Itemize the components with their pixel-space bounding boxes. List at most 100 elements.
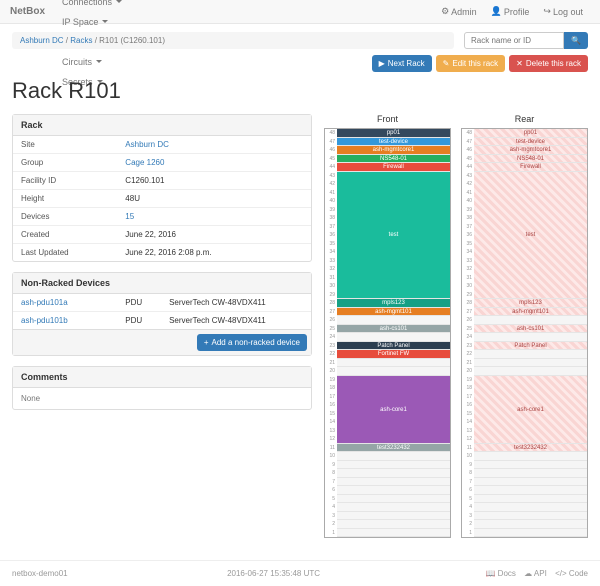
- device-model: ServerTech CW-48VDX411: [161, 312, 311, 330]
- rack-device[interactable]: ash-mgmtcore1: [474, 146, 587, 155]
- property-key: Group: [13, 154, 117, 172]
- table-row: SiteAshburn DC: [13, 136, 311, 154]
- code-link[interactable]: </> Code: [555, 569, 588, 578]
- rack-empty-slot[interactable]: [337, 529, 450, 538]
- device-model: ServerTech CW-48VDX411: [161, 294, 311, 312]
- rack-device[interactable]: ash-mgmt101: [474, 308, 587, 317]
- rack-empty-slot[interactable]: [337, 461, 450, 470]
- rack-empty-slot[interactable]: [474, 495, 587, 504]
- rack-empty-slot[interactable]: [337, 478, 450, 487]
- property-key: Created: [13, 226, 117, 244]
- table-row: ash-pdu101bPDUServerTech CW-48VDX411: [13, 312, 311, 330]
- rack-device[interactable]: test: [337, 172, 450, 300]
- gear-icon: ⚙: [441, 6, 449, 17]
- rack-empty-slot[interactable]: [337, 503, 450, 512]
- rack-empty-slot[interactable]: [337, 486, 450, 495]
- rack-empty-slot[interactable]: [474, 478, 587, 487]
- add-nonracked-button[interactable]: + Add a non-racked device: [197, 334, 307, 351]
- rack-empty-slot[interactable]: [474, 469, 587, 478]
- rack-device[interactable]: test3232432: [337, 444, 450, 453]
- rack-device[interactable]: NS548-01: [474, 155, 587, 164]
- table-row: CreatedJune 22, 2016: [13, 226, 311, 244]
- brand[interactable]: NetBox: [10, 6, 55, 17]
- logout-link[interactable]: ↪ Log out: [536, 1, 590, 22]
- rack-device[interactable]: NS548-01: [337, 155, 450, 164]
- device-link[interactable]: ash-pdu101b: [21, 316, 68, 325]
- rack-device[interactable]: ash-cs101: [337, 325, 450, 334]
- rack-device[interactable]: ash-cs101: [474, 325, 587, 334]
- rack-empty-slot[interactable]: [474, 529, 587, 538]
- rack-device[interactable]: Firewall: [474, 163, 587, 172]
- rack-device[interactable]: Firewall: [337, 163, 450, 172]
- rack-device[interactable]: ash-core1: [474, 376, 587, 444]
- rack-device[interactable]: pp01: [337, 129, 450, 138]
- property-value[interactable]: Ashburn DC: [117, 136, 311, 154]
- rack-panel: Rack SiteAshburn DCGroupCage 1260Facilit…: [12, 114, 312, 262]
- rack-device[interactable]: mpls123: [474, 299, 587, 308]
- breadcrumb-link[interactable]: Racks: [70, 36, 92, 45]
- property-key: Last Updated: [13, 244, 117, 262]
- rack-device[interactable]: test: [474, 172, 587, 300]
- rack-empty-slot[interactable]: [337, 367, 450, 376]
- profile-link[interactable]: 👤 Profile: [484, 1, 537, 22]
- rack-empty-slot[interactable]: [474, 503, 587, 512]
- rack-device[interactable]: Fortinet FW: [337, 350, 450, 359]
- rack-empty-slot[interactable]: [337, 316, 450, 325]
- rack-empty-slot[interactable]: [474, 520, 587, 529]
- rack-device[interactable]: test-device: [337, 138, 450, 147]
- rack-empty-slot[interactable]: [474, 486, 587, 495]
- delete-rack-button[interactable]: ✕ Delete this rack: [509, 55, 588, 72]
- nav-item-connections[interactable]: Connections: [55, 0, 129, 12]
- rack-empty-slot[interactable]: [337, 520, 450, 529]
- rack-empty-slot[interactable]: [474, 333, 587, 342]
- search-icon: 🔍: [571, 36, 581, 45]
- table-row: Last UpdatedJune 22, 2016 2:08 p.m.: [13, 244, 311, 262]
- rack-device[interactable]: ash-core1: [337, 376, 450, 444]
- comments-body: None: [13, 388, 311, 409]
- next-rack-button[interactable]: ▶ Next Rack: [372, 55, 432, 72]
- property-value: 48U: [117, 190, 311, 208]
- rack-device[interactable]: mpls123: [337, 299, 450, 308]
- rack-empty-slot[interactable]: [337, 495, 450, 504]
- search-button[interactable]: 🔍: [564, 32, 588, 49]
- property-key: Height: [13, 190, 117, 208]
- property-value[interactable]: Cage 1260: [117, 154, 311, 172]
- rack-empty-slot[interactable]: [337, 359, 450, 368]
- device-link[interactable]: ash-pdu101a: [21, 298, 68, 307]
- rack-empty-slot[interactable]: [474, 461, 587, 470]
- edit-rack-button[interactable]: ✎ Edit this rack: [436, 55, 506, 72]
- rack-empty-slot[interactable]: [474, 359, 587, 368]
- rack-empty-slot[interactable]: [337, 512, 450, 521]
- breadcrumb-link[interactable]: Ashburn DC: [20, 36, 64, 45]
- rack-empty-slot[interactable]: [474, 452, 587, 461]
- rack-empty-slot[interactable]: [337, 469, 450, 478]
- rack-device[interactable]: ash-mgmtcore1: [337, 146, 450, 155]
- table-row: Devices15: [13, 208, 311, 226]
- rack-empty-slot[interactable]: [337, 452, 450, 461]
- property-value[interactable]: 15: [117, 208, 311, 226]
- nav-item-circuits[interactable]: Circuits: [55, 52, 129, 72]
- nonracked-panel: Non-Racked Devices ash-pdu101aPDUServerT…: [12, 272, 312, 356]
- admin-link[interactable]: ⚙ Admin: [434, 1, 484, 22]
- rack-empty-slot[interactable]: [474, 316, 587, 325]
- property-value: C1260.101: [117, 172, 311, 190]
- table-row: ash-pdu101aPDUServerTech CW-48VDX411: [13, 294, 311, 312]
- rack-device[interactable]: test3232432: [474, 444, 587, 453]
- rack-device[interactable]: test-device: [474, 138, 587, 147]
- api-link[interactable]: ☁ API: [524, 569, 547, 578]
- rack-empty-slot[interactable]: [474, 367, 587, 376]
- nav-item-ip-space[interactable]: IP Space: [55, 12, 129, 32]
- property-key: Site: [13, 136, 117, 154]
- footer-host: netbox-demo01: [12, 569, 68, 578]
- docs-link[interactable]: 📖 Docs: [485, 569, 515, 578]
- page-title: Rack R101: [12, 78, 588, 104]
- rack-empty-slot[interactable]: [474, 350, 587, 359]
- rack-search-input[interactable]: [464, 32, 564, 49]
- rack-device[interactable]: Patch Panel: [337, 342, 450, 351]
- rack-device[interactable]: ash-mgmt101: [337, 308, 450, 317]
- rack-empty-slot[interactable]: [474, 512, 587, 521]
- rack-empty-slot[interactable]: [337, 333, 450, 342]
- rack-device[interactable]: Patch Panel: [474, 342, 587, 351]
- rack-device[interactable]: pp01: [474, 129, 587, 138]
- elevation-rear: Rear 48474645444342414039383736353433323…: [461, 114, 588, 538]
